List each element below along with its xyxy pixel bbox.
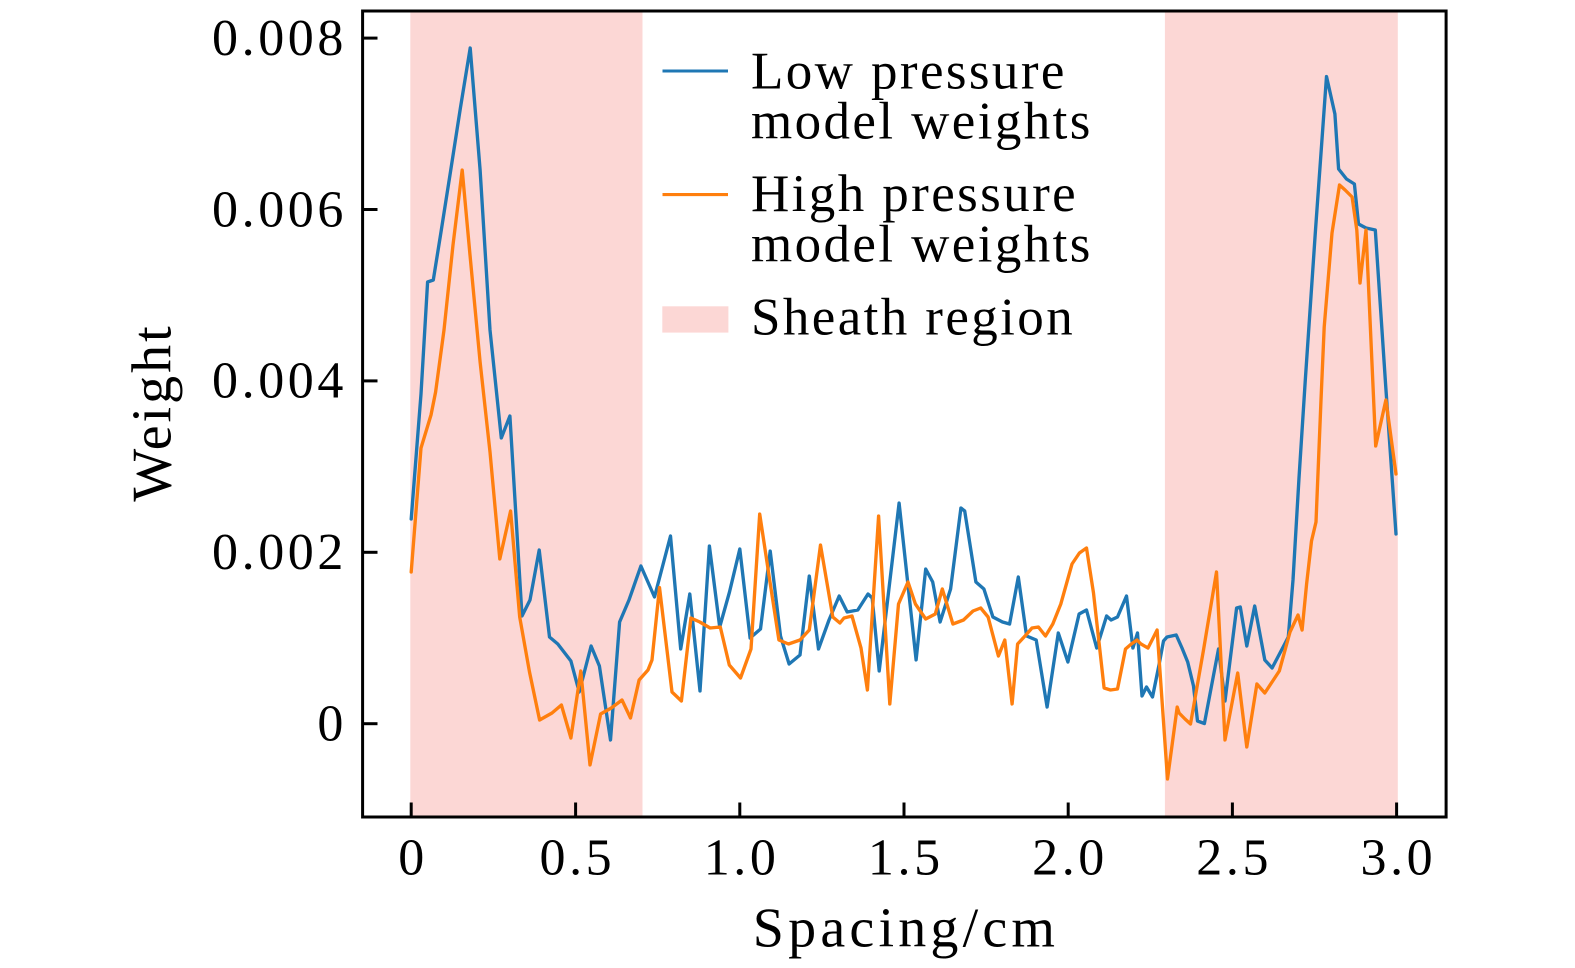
svg-text:0: 0 bbox=[317, 696, 347, 753]
svg-text:0.5: 0.5 bbox=[539, 830, 615, 887]
svg-text:1.0: 1.0 bbox=[704, 830, 780, 887]
svg-text:Low pressure: Low pressure bbox=[751, 43, 1067, 101]
svg-text:0.006: 0.006 bbox=[212, 181, 347, 238]
svg-text:model weights: model weights bbox=[751, 93, 1093, 151]
svg-text:model weights: model weights bbox=[751, 216, 1093, 274]
svg-text:2.0: 2.0 bbox=[1032, 830, 1108, 887]
svg-text:2.5: 2.5 bbox=[1196, 830, 1272, 887]
svg-text:1.5: 1.5 bbox=[868, 830, 944, 887]
svg-text:0.002: 0.002 bbox=[212, 524, 347, 581]
svg-text:0: 0 bbox=[398, 830, 428, 887]
svg-text:Spacing/cm: Spacing/cm bbox=[753, 897, 1059, 959]
svg-text:High pressure: High pressure bbox=[751, 165, 1078, 223]
svg-text:3.0: 3.0 bbox=[1360, 830, 1436, 887]
svg-text:0.008: 0.008 bbox=[212, 10, 347, 67]
svg-text:Weight: Weight bbox=[121, 323, 183, 501]
svg-text:0.004: 0.004 bbox=[212, 353, 347, 410]
svg-text:Sheath region: Sheath region bbox=[751, 288, 1075, 346]
